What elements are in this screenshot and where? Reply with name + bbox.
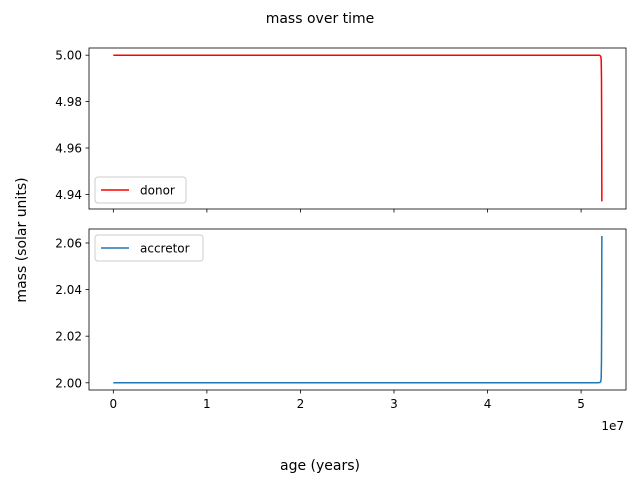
x-axis-label: age (years): [280, 458, 360, 474]
chart-title: mass over time: [266, 11, 375, 27]
axes-frame: [88, 228, 627, 391]
y-tick-label: 4.96: [55, 141, 82, 155]
panel-2: 2.00 2.02 2.04 2.06 0 1 2 3 4 5 accretor: [55, 228, 627, 411]
legend: donor: [94, 176, 187, 204]
panel-1: 4.94 4.96 4.98 5.00 donor: [55, 47, 627, 213]
legend-box: [94, 234, 204, 262]
y-tick-label: 2.02: [55, 330, 82, 344]
axes-frame: [88, 47, 627, 210]
series-line-donor: [113, 54, 603, 202]
x-tick-label: 3: [390, 397, 398, 411]
x-tick-label: 5: [577, 397, 585, 411]
legend-label-accretor: accretor: [140, 242, 190, 256]
x-axis-offset-label: 1e7: [601, 419, 624, 433]
x-tick-label: 1: [203, 397, 211, 411]
x-tick-label: 0: [110, 397, 118, 411]
y-axis-label: mass (solar units): [14, 177, 30, 302]
x-tick-label: 2: [297, 397, 305, 411]
series-line-accretor: [113, 235, 603, 384]
legend-box: [94, 176, 187, 204]
legend-label-donor: donor: [140, 184, 175, 198]
y-tick-label: 4.94: [55, 188, 82, 202]
y-tick-label: 2.00: [55, 376, 82, 390]
y-tick-label: 5.00: [55, 49, 82, 63]
y-tick-label: 2.06: [55, 236, 82, 250]
y-tick-label: 2.04: [55, 283, 82, 297]
x-tick-label: 4: [484, 397, 492, 411]
legend: accretor: [94, 234, 204, 262]
y-tick-label: 4.98: [55, 95, 82, 109]
